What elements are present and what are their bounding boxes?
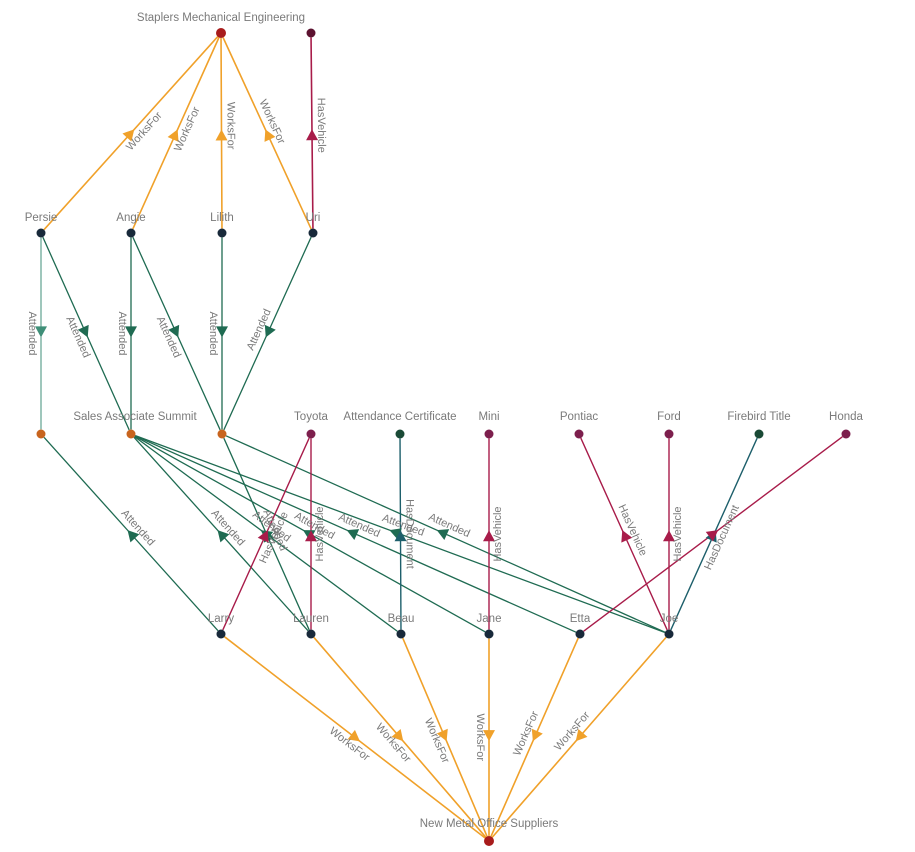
graph-node-persie[interactable]: [36, 228, 46, 238]
edge-arrowhead: [394, 530, 407, 542]
edge-arrowhead: [436, 529, 450, 541]
edge-label-worksfor: WorksFor: [172, 105, 203, 154]
graph-node-new-metal-office-suppliers[interactable]: [484, 836, 494, 846]
edge-arrowhead: [483, 530, 495, 542]
edge-arrowhead: [257, 530, 269, 543]
node-label-pontiac: Pontiac: [560, 411, 599, 423]
graph-node-larry[interactable]: [216, 629, 226, 639]
graph-node-angie[interactable]: [126, 228, 136, 238]
edge-label-hasdocument: HasDocument: [403, 499, 415, 569]
graph-node-firebird-title[interactable]: [754, 429, 764, 439]
node-label-attendance-certificate: Attendance Certificate: [343, 411, 456, 423]
node-label-firebird-title: Firebird Title: [727, 411, 790, 423]
graph-node[interactable]: [36, 429, 46, 439]
edge-arrowhead: [391, 729, 404, 742]
edge-arrowhead: [621, 530, 633, 543]
graph-node-jane[interactable]: [484, 629, 494, 639]
edge-arrowhead: [217, 530, 230, 543]
node-label-larry: Larry: [208, 613, 234, 625]
edge-arrowhead: [215, 129, 228, 141]
node-label-angie: Angie: [116, 212, 145, 224]
graph-node-ford[interactable]: [664, 429, 674, 439]
edge-arrowhead: [389, 528, 402, 540]
edge-arrowhead: [167, 129, 179, 142]
node-label-honda: Honda: [829, 411, 863, 423]
edge-label-hasvehicle: HasVehicle: [315, 98, 328, 153]
graph-node-pontiac[interactable]: [574, 429, 584, 439]
node-label-uri: Uri: [306, 212, 321, 224]
node-label-ford: Ford: [657, 411, 681, 423]
node-label-mini: Mini: [478, 411, 499, 423]
edge-arrowhead: [77, 324, 89, 338]
edge-arrowhead: [264, 324, 276, 338]
edge-arrowhead: [216, 326, 228, 338]
edge-arrowhead: [575, 729, 588, 742]
graph-node-lilith[interactable]: [217, 228, 227, 238]
graph-node-uri[interactable]: [308, 228, 318, 238]
node-label-toyota: Toyota: [294, 411, 328, 423]
node-label-lilith: Lilith: [210, 212, 234, 224]
edge-label-worksfor: WorksFor: [224, 102, 236, 150]
edge-label-attended: Attended: [116, 311, 128, 355]
graph-node-toyota[interactable]: [306, 429, 316, 439]
edge-arrowhead: [264, 129, 276, 142]
graph-node-sales-associate-summit[interactable]: [126, 429, 136, 439]
graph-node[interactable]: [306, 28, 316, 38]
edge-label-hasvehicle: HasVehicle: [616, 503, 650, 558]
node-label-etta: Etta: [570, 613, 591, 625]
node-label-jane: Jane: [477, 613, 502, 625]
edge-label-hasvehicle: HasVehicle: [672, 506, 684, 561]
edge-arrowhead: [705, 530, 719, 542]
node-label-lauren: Lauren: [293, 613, 329, 625]
edge-arrowhead: [122, 129, 135, 142]
edge-arrowhead: [483, 730, 495, 742]
node-label-sales-associate-summit: Sales Associate Summit: [73, 411, 197, 423]
edge-label-hasvehicle: HasVehicle: [314, 506, 326, 561]
graph-node-staplers-mechanical-engineering[interactable]: [216, 28, 226, 38]
node-label-new-metal-office-suppliers: New Metal Office Suppliers: [420, 818, 559, 830]
edge-layer: [40, 36, 843, 839]
edge-label-attended: Attended: [207, 311, 219, 355]
edge-arrowhead: [168, 324, 180, 338]
edge-arrowhead: [127, 530, 140, 543]
edge-arrowhead: [125, 326, 137, 338]
edge-arrowhead: [663, 530, 675, 542]
graph-node-etta[interactable]: [575, 629, 585, 639]
edge-label-worksfor: WorksFor: [474, 714, 486, 762]
edge-arrowhead: [35, 326, 47, 338]
edge-arrowhead: [346, 529, 360, 541]
edge-arrowhead: [305, 530, 317, 542]
graph-node-attendance-certificate[interactable]: [395, 429, 405, 439]
node-layer: [36, 28, 851, 846]
edge-arrowhead: [531, 728, 543, 742]
graph-node-honda[interactable]: [841, 429, 851, 439]
edge-label-hasvehicle: HasVehicle: [492, 506, 504, 561]
edge-label-worksfor: WorksFor: [373, 721, 413, 765]
edge-label-attended: Attended: [26, 311, 38, 355]
arrow-layer: [35, 129, 719, 742]
node-label-joe: Joe: [660, 613, 679, 625]
graph-node-beau[interactable]: [396, 629, 406, 639]
graph-node-mini[interactable]: [484, 429, 494, 439]
edge-arrowhead: [436, 728, 448, 742]
node-label-layer: Staplers Mechanical Engineering Persie Ang…: [25, 12, 864, 830]
edge-label-worksfor: WorksFor: [552, 709, 592, 753]
node-label-staplers-mechanical-engineering: Staplers Mechanical Engineering: [137, 12, 305, 24]
graph-node-lauren[interactable]: [306, 629, 316, 639]
graph-node[interactable]: [217, 429, 227, 439]
node-label-persie: Persie: [25, 212, 58, 224]
edge-arrowhead: [347, 729, 360, 742]
graph-node-joe[interactable]: [664, 629, 674, 639]
edge-arrowhead: [306, 129, 319, 141]
node-label-beau: Beau: [388, 613, 415, 625]
